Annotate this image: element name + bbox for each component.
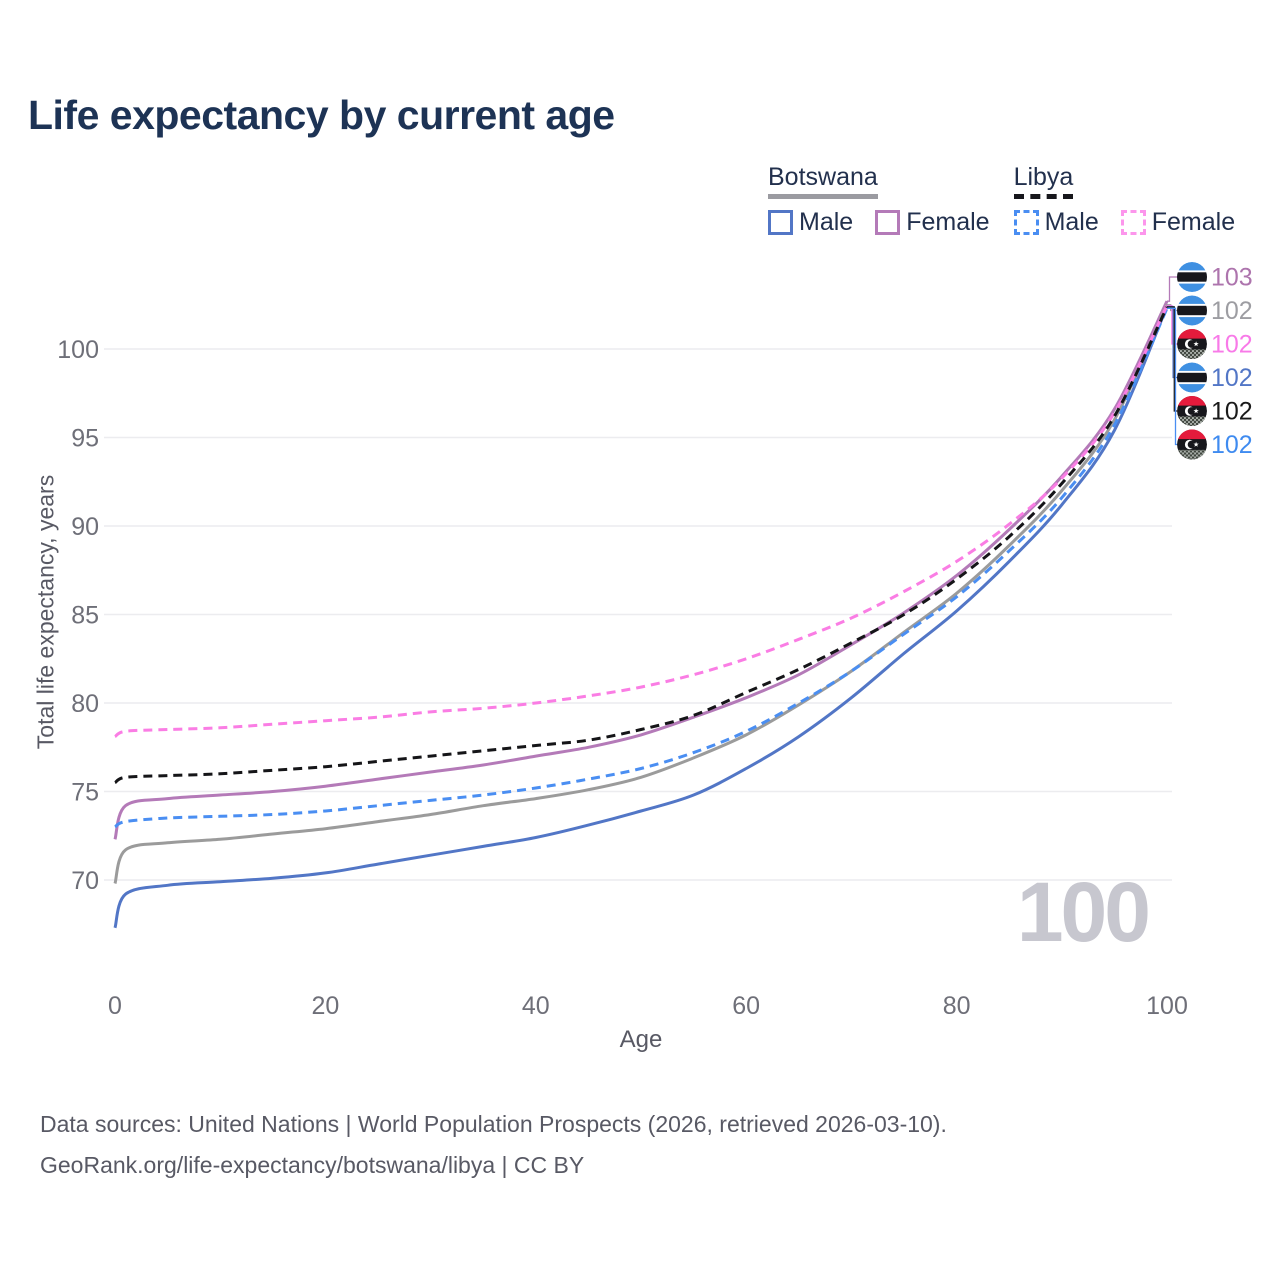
x-tick-label: 40 [522,992,550,1020]
legend-item-libya-male[interactable]: Male [1013,208,1099,237]
series-line-ly_male[interactable] [114,307,1169,829]
series-line-bw_total[interactable] [113,304,1169,884]
botswana-flag-icon [1177,295,1207,326]
legend-country-libya[interactable]: Libya [1013,163,1074,199]
botswana-male-swatch-icon [768,210,793,235]
footer-data-sources: Data sources: United Nations | World Pop… [40,1111,947,1137]
legend-item-label: Female [1151,208,1236,236]
series-line-ly_female[interactable] [114,304,1169,738]
legend-item-botswana-female[interactable]: Female [875,208,990,237]
footer-attribution: GeoRank.org/life-expectancy/botswana/lib… [40,1152,585,1178]
libya-flag-icon [1177,329,1207,359]
legend-items-botswana: Male Female [768,208,990,237]
legend-group-botswana: Botswana Male Female [768,163,990,237]
end-value-label-ly_total: 102 [1211,398,1253,426]
series-line-ly_total[interactable] [114,306,1169,784]
botswana-flag-icon [1177,362,1207,393]
end-value-label-ly_male: 102 [1211,431,1253,459]
legend-item-label: Female [906,208,990,236]
libya-flag-icon [1177,396,1207,426]
botswana-female-swatch-icon [875,210,901,235]
series-line-bw_male[interactable] [113,305,1169,929]
x-tick-label: 60 [732,992,760,1020]
page-title: Life expectancy by current age [28,92,615,138]
legend: Botswana Male Female Libya Male [768,163,1235,237]
end-label-connector [1167,307,1177,446]
x-tick-label: 0 [108,992,122,1020]
footer: Data sources: United Nations | World Pop… [40,1104,947,1186]
libya-flag-icon [1177,429,1207,460]
y-tick-label: 95 [71,425,99,453]
legend-items-libya: Male Female [1013,208,1236,237]
legend-group-libya: Libya Male Female [1013,163,1236,237]
legend-item-label: Male [799,208,854,236]
legend-country-botswana[interactable]: Botswana [768,163,878,199]
x-tick-label: 80 [943,992,971,1020]
y-tick-label: 100 [57,336,99,364]
libya-female-swatch-icon [1120,210,1146,235]
x-tick-label: 100 [1146,992,1188,1020]
end-value-label-ly_female: 102 [1211,331,1253,359]
end-value-label-bw_total: 102 [1211,297,1253,325]
libya-male-swatch-icon [1013,210,1039,235]
end-value-label-bw_female: 103 [1211,264,1253,292]
end-label-connector [1167,276,1177,302]
y-tick-label: 70 [71,867,99,895]
y-tick-label: 80 [71,690,99,718]
y-tick-label: 85 [71,602,99,630]
x-axis-title: Age [619,1026,663,1053]
age-counter-watermark: 100 [1016,865,1151,959]
legend-item-botswana-male[interactable]: Male [768,208,853,237]
x-tick-label: 20 [311,992,339,1020]
legend-item-label: Male [1044,208,1099,236]
series-line-bw_female[interactable] [113,300,1169,840]
y-tick-label: 90 [71,513,99,541]
botswana-flag-icon [1177,262,1207,292]
end-value-label-bw_male: 102 [1211,364,1253,392]
legend-item-libya-female[interactable]: Female [1120,208,1236,237]
y-tick-label: 75 [71,779,99,807]
